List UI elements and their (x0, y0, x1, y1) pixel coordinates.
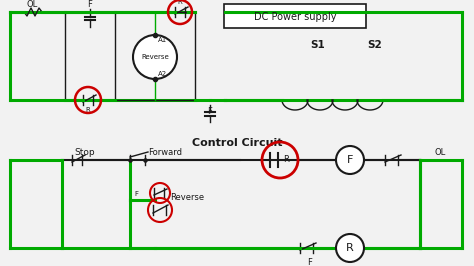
Circle shape (336, 146, 364, 174)
Text: OL: OL (27, 0, 37, 9)
Text: Reverse: Reverse (141, 54, 169, 60)
Text: R: R (178, 0, 182, 5)
Text: R: R (86, 107, 91, 113)
Text: OL: OL (435, 148, 446, 157)
Text: Forward: Forward (148, 148, 182, 157)
Text: DC Power supply: DC Power supply (254, 12, 336, 22)
Text: Control Circuit: Control Circuit (192, 138, 282, 148)
Text: R: R (283, 156, 289, 164)
Text: S1: S1 (310, 40, 325, 50)
Circle shape (133, 35, 177, 79)
Text: F: F (88, 0, 92, 9)
Text: S2: S2 (368, 40, 383, 50)
Text: A1: A1 (158, 37, 167, 43)
Text: F: F (347, 155, 353, 165)
Text: R: R (346, 243, 354, 253)
Text: A2: A2 (158, 71, 167, 77)
Text: F: F (208, 107, 212, 116)
FancyBboxPatch shape (224, 4, 366, 28)
Text: F: F (308, 258, 312, 266)
Circle shape (336, 234, 364, 262)
Text: F: F (134, 191, 138, 197)
Text: Reverse: Reverse (170, 193, 204, 202)
Text: Stop: Stop (75, 148, 95, 157)
